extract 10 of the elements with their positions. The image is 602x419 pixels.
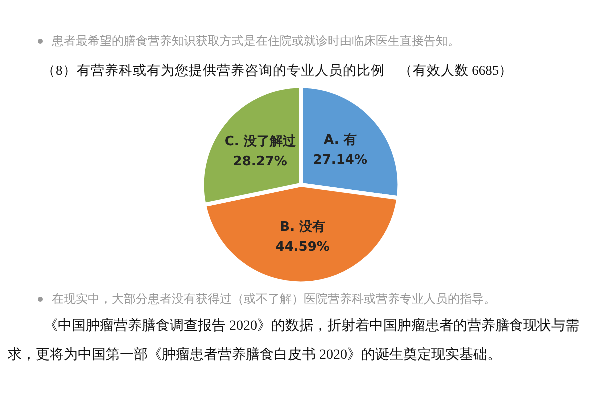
data-label: 28.27% <box>233 154 288 170</box>
slice-label: A. 有 <box>324 133 357 148</box>
data-label: 44.59% <box>276 240 330 255</box>
text: 在现实中，大部分患者没有获得过（或不了解）医院营养科或营养专业人员的指导。 <box>51 292 496 306</box>
chart-title: （8）有营养科或有为您提供营养咨询的专业人员的比例 （有效人数 6685） <box>41 62 514 80</box>
text: 《中国肿瘤营养膳食调查报告 2020》的数据，折射着中国肿瘤患者的营养膳食现状与需求，更将为中国第一部《肿瘤患者营养膳食白皮书 2020》的诞生奠定现实基础。 <box>7 317 580 365</box>
slice-label: C. 没了解过 <box>224 134 297 150</box>
data-label: 27.14% <box>313 153 368 168</box>
text: 患者最希望的膳食营养知识获取方式是在住院或就诊时由临床医生直接告知。 <box>51 34 460 48</box>
slice-label: B. 没有 <box>280 220 326 235</box>
